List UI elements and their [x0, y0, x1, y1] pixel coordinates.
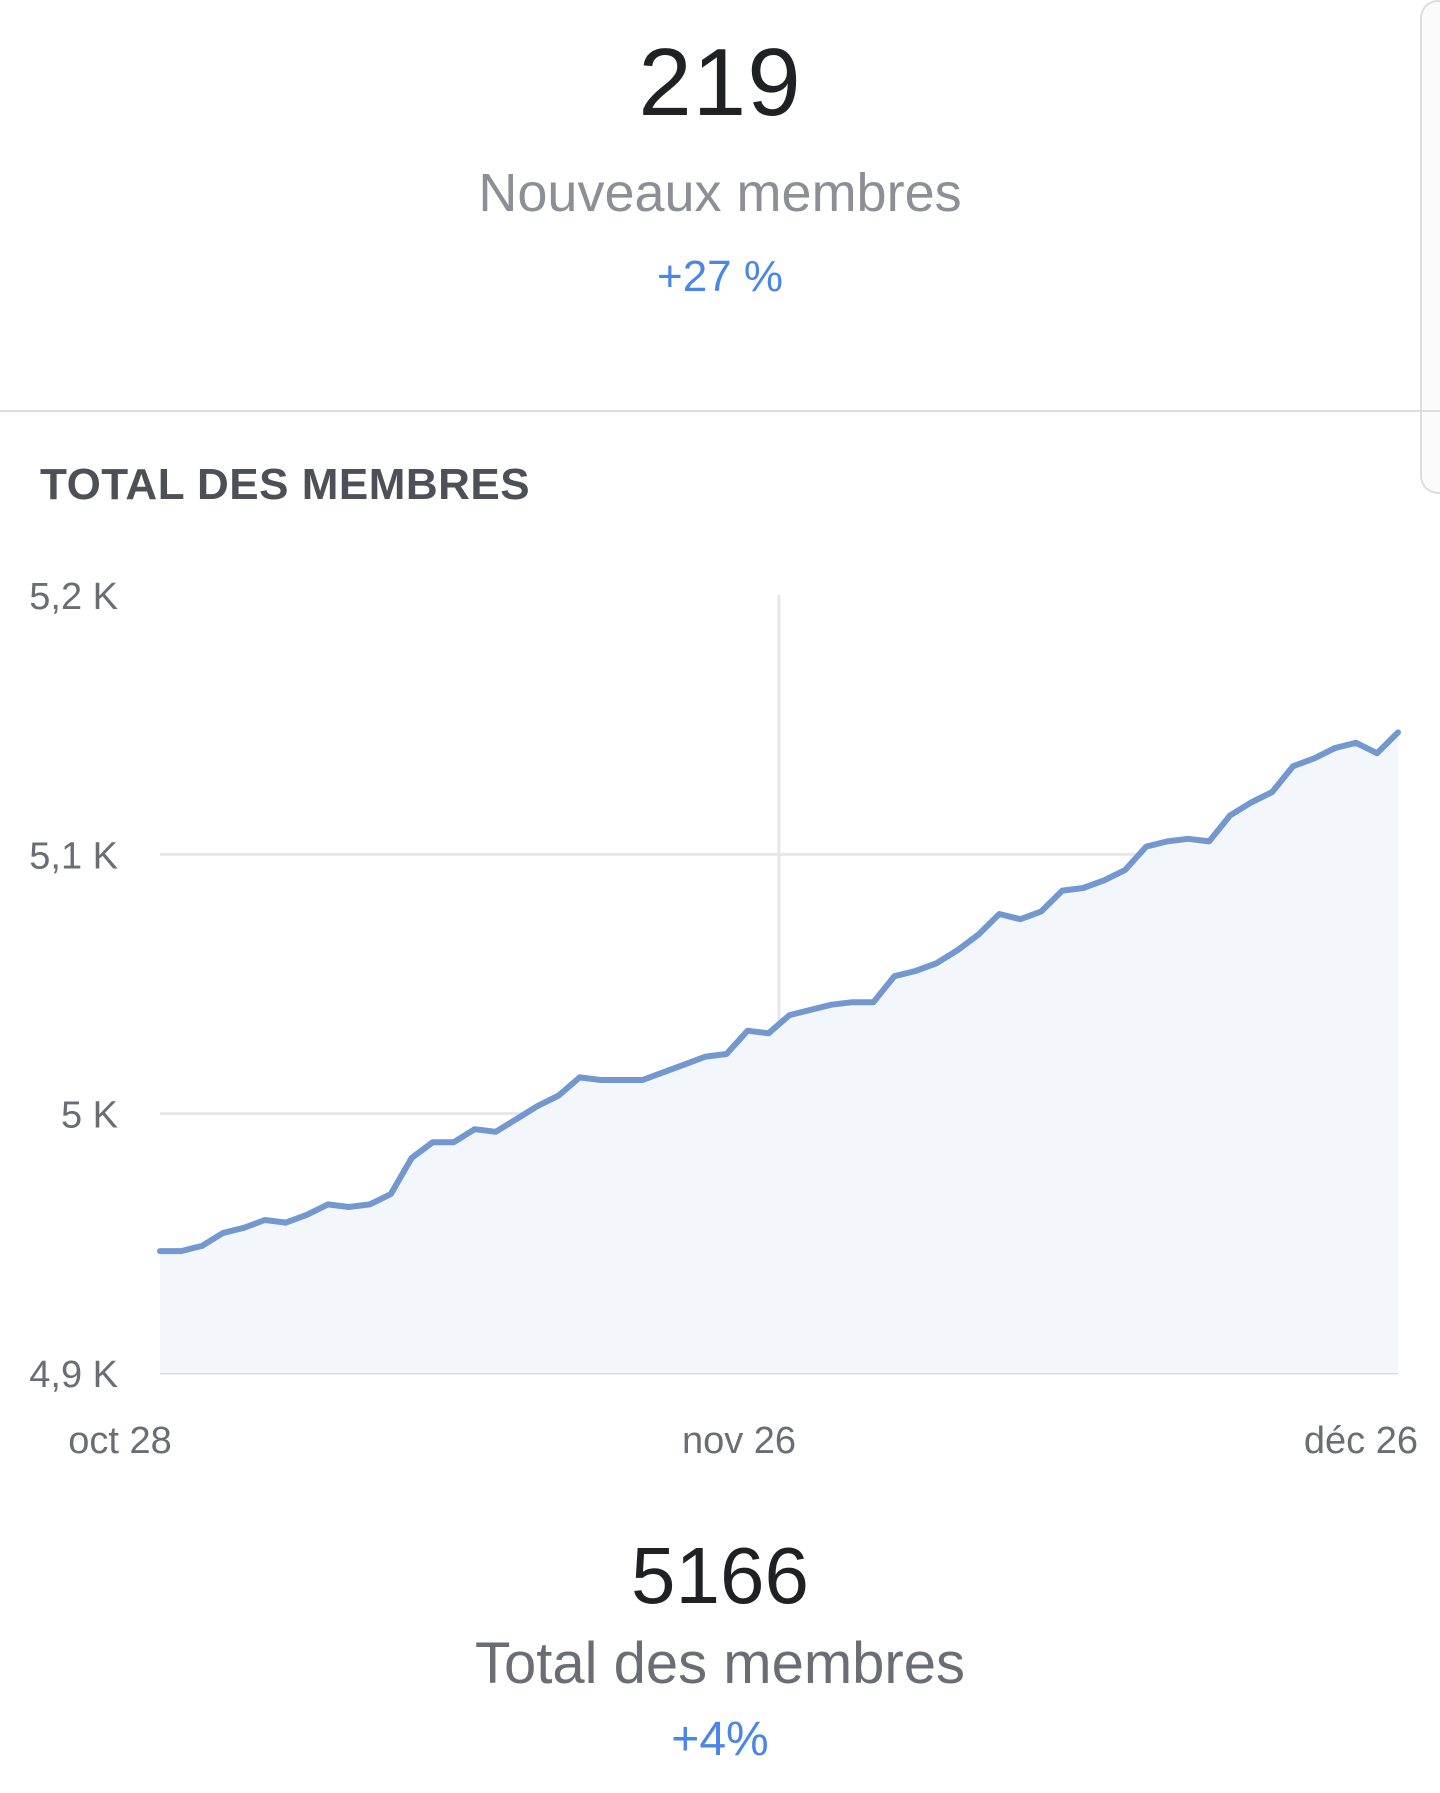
series-line: [157, 729, 1401, 1255]
x-tick-label: déc 26: [1304, 1420, 1418, 1462]
x-tick-label: oct 28: [68, 1420, 172, 1462]
y-tick-label: 5,2 K: [29, 576, 118, 618]
total-members-chart: 5,2 K 5,1 K 5 K 4,9 K oct 28 nov 26 déc 26: [29, 576, 1418, 1462]
new-members-change: +27 %: [657, 252, 783, 301]
y-tick-label: 5,1 K: [29, 835, 118, 877]
new-members-stat: 219 Nouveaux membres +27 %: [0, 0, 1440, 410]
section-divider: [0, 410, 1440, 412]
total-members-label: Total des membres: [475, 1631, 965, 1696]
y-tick-label: 5 K: [61, 1095, 118, 1137]
x-tick-label: nov 26: [682, 1420, 796, 1462]
total-members-value: 5166: [631, 1531, 809, 1620]
new-members-label: Nouveaux membres: [478, 163, 962, 223]
y-tick-label: 4,9 K: [29, 1354, 118, 1396]
scroll-edge[interactable]: [1420, 0, 1440, 494]
total-members-change: +4%: [671, 1713, 769, 1766]
area-fill: [160, 732, 1398, 1373]
new-members-value: 219: [638, 29, 802, 136]
section-title: TOTAL DES MEMBRES: [40, 460, 531, 509]
